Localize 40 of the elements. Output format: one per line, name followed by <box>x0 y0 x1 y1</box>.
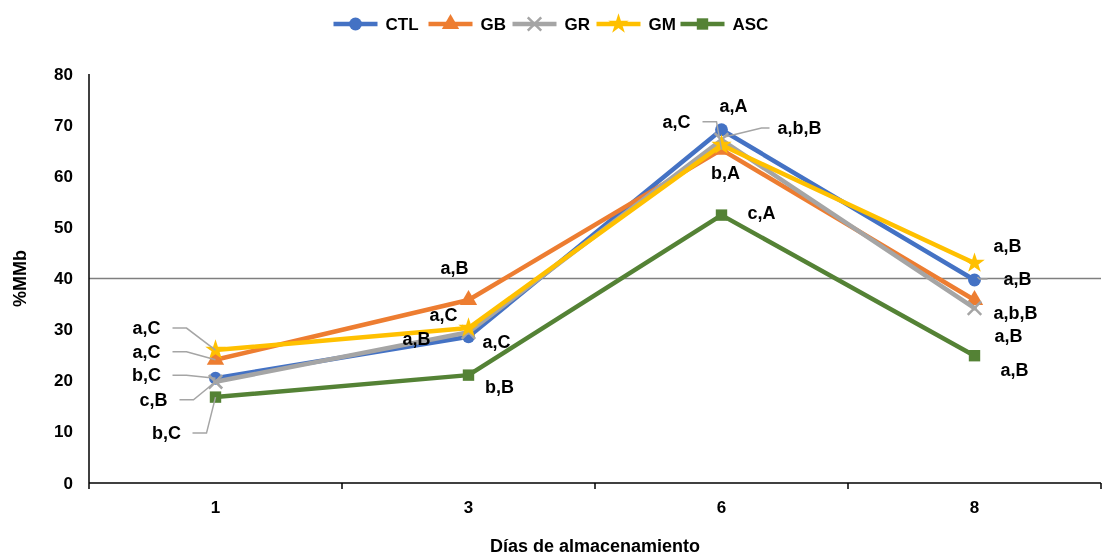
annotation: b,C <box>132 365 161 386</box>
annotation: a,C <box>132 318 161 339</box>
annotation: a,B <box>993 236 1022 257</box>
annotation: a,C <box>662 111 691 132</box>
annotation: b,C <box>152 423 181 444</box>
annotation: a,C <box>482 332 511 353</box>
legend-label: ASC <box>732 14 769 34</box>
annotation: a,B <box>1003 269 1032 290</box>
annotation: a,B <box>402 329 431 350</box>
annotation: c,B <box>139 390 168 411</box>
annotation: b,A <box>711 163 740 184</box>
x-tick-label: 8 <box>969 498 980 517</box>
x-tick-label: 6 <box>716 498 727 517</box>
annotation: a,b,B <box>993 303 1038 324</box>
legend-label: GR <box>564 14 590 34</box>
annotation: c,A <box>747 203 776 224</box>
annotation: a,C <box>429 305 458 326</box>
y-tick-label: 80 <box>54 64 73 84</box>
legend-label: CTL <box>385 14 419 34</box>
legend-label: GB <box>480 14 506 34</box>
annotation: a,B <box>1000 360 1029 380</box>
y-tick-label: 20 <box>54 371 73 391</box>
annotation: a,B <box>994 326 1023 347</box>
y-tick-label: 50 <box>54 217 73 237</box>
y-tick-label: 70 <box>54 115 73 135</box>
y-tick-label: 10 <box>54 422 73 442</box>
y-tick-label: 60 <box>54 166 73 186</box>
y-tick-label: 0 <box>63 473 73 493</box>
y-axis-title: %MMb <box>10 250 30 307</box>
x-tick-label: 1 <box>210 498 221 517</box>
x-axis-title: Días de almacenamiento <box>489 536 701 556</box>
annotation: a,C <box>132 342 161 363</box>
y-tick-label: 40 <box>54 269 73 288</box>
annotation: a,B <box>440 258 469 279</box>
y-tick-label: 30 <box>54 320 73 340</box>
x-tick-label: 3 <box>463 498 474 517</box>
annotation: a,A <box>719 96 748 117</box>
legend-label: GM <box>648 14 676 34</box>
annotation: b,B <box>485 377 514 398</box>
annotation: a,b,B <box>777 118 822 139</box>
